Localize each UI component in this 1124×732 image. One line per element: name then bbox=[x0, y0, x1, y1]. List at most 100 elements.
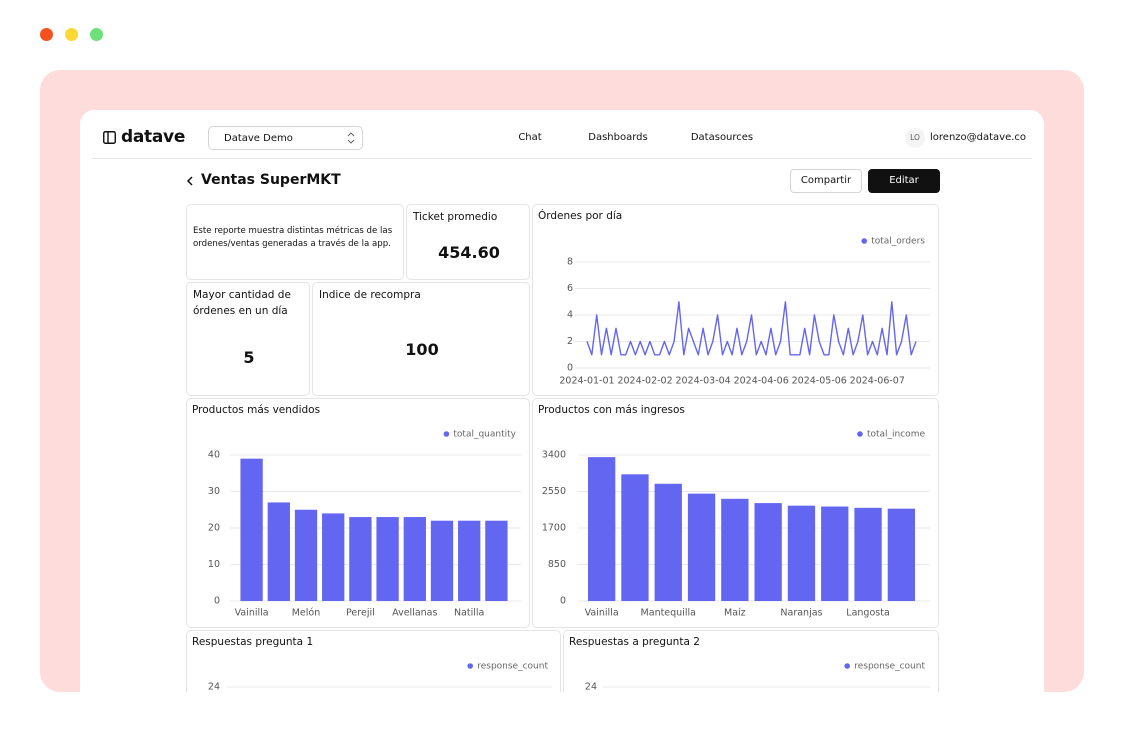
x-tick-label: 2024-03-04 bbox=[676, 376, 731, 387]
metric-label: Ticket promedio bbox=[413, 211, 498, 223]
bar bbox=[587, 457, 616, 601]
legend-swatch bbox=[857, 431, 863, 437]
metric-label: Indice de recompra bbox=[319, 289, 421, 301]
back-button[interactable] bbox=[186, 176, 194, 186]
bar bbox=[721, 498, 749, 601]
legend-swatch bbox=[467, 663, 474, 669]
y-tick-label: 10 bbox=[208, 559, 220, 570]
chart-title: Respuestas pregunta 1 bbox=[192, 636, 313, 648]
x-tick-label: Maíz bbox=[724, 608, 746, 619]
bar bbox=[887, 508, 916, 601]
x-tick-label: Avellanas bbox=[392, 608, 437, 619]
chart-title: Respuestas a pregunta 2 bbox=[569, 636, 700, 648]
metric-card: Indice de recompra 100 bbox=[312, 282, 530, 396]
legend-label: response_count bbox=[854, 662, 925, 672]
x-tick-label: Vainilla bbox=[235, 608, 269, 619]
bar bbox=[854, 507, 882, 601]
header-divider bbox=[92, 158, 1032, 159]
legend-label: total_income bbox=[867, 430, 926, 440]
x-tick-label: Langosta bbox=[846, 608, 889, 619]
y-tick-label: 850 bbox=[548, 559, 566, 570]
select-chevrons bbox=[347, 132, 355, 144]
chart-title: Productos con más ingresos bbox=[538, 404, 685, 416]
y-tick-label: 8 bbox=[567, 257, 573, 268]
y-tick-label: 24 bbox=[208, 682, 220, 693]
bar bbox=[787, 505, 816, 601]
x-tick-label: 2024-01-01 bbox=[559, 376, 614, 387]
y-tick-label: 2 bbox=[567, 336, 573, 347]
sidebar-icon[interactable] bbox=[103, 131, 116, 144]
chart-card bbox=[532, 204, 939, 396]
nav-link[interactable]: Chat bbox=[518, 132, 542, 143]
legend-swatch bbox=[443, 431, 450, 437]
brand: datave bbox=[121, 127, 186, 147]
x-tick-label: 2024-02-02 bbox=[617, 376, 672, 387]
bar bbox=[754, 503, 782, 601]
legend-swatch bbox=[861, 238, 868, 244]
avatar[interactable]: LO bbox=[905, 128, 925, 148]
metric-card: Ticket promedio 454.60 bbox=[406, 204, 530, 280]
bar bbox=[322, 513, 345, 601]
chart-title: Órdenes por día bbox=[538, 209, 622, 222]
bar bbox=[654, 483, 682, 601]
x-tick-label: Vainilla bbox=[585, 608, 619, 619]
legend-swatch bbox=[844, 663, 851, 669]
description: Este reporte muestra distintas métricas … bbox=[193, 226, 393, 249]
x-tick-label: Melón bbox=[292, 608, 321, 619]
nav-link[interactable]: Dashboards bbox=[588, 132, 648, 143]
x-tick-label: Perejil bbox=[346, 608, 375, 619]
y-tick-label: 0 bbox=[560, 596, 566, 607]
bar bbox=[240, 458, 263, 601]
bar bbox=[458, 520, 481, 601]
y-tick-label: 6 bbox=[567, 283, 573, 294]
share-button[interactable]: Compartir bbox=[790, 169, 862, 193]
metric-value: 5 bbox=[243, 348, 255, 367]
metric-value: 100 bbox=[405, 340, 439, 359]
chart-title: Productos más vendidos bbox=[192, 404, 320, 416]
y-tick-label: 3400 bbox=[542, 450, 566, 461]
metric-value: 454.60 bbox=[438, 243, 500, 262]
y-tick-label: 0 bbox=[214, 596, 220, 607]
nav-link[interactable]: Datasources bbox=[690, 132, 754, 143]
report-title: Ventas SuperMKT bbox=[201, 172, 341, 188]
y-tick-label: 30 bbox=[208, 486, 220, 497]
x-tick-label: 2024-06-07 bbox=[850, 376, 905, 387]
x-tick-label: Naranjas bbox=[780, 608, 822, 619]
x-tick-label: 2024-04-06 bbox=[734, 376, 789, 387]
x-tick-label: 2024-05-06 bbox=[792, 376, 847, 387]
edit-button[interactable]: Editar bbox=[868, 169, 940, 193]
bar bbox=[430, 520, 454, 601]
bar bbox=[687, 493, 716, 601]
line bbox=[586, 301, 917, 356]
bottom-margin bbox=[0, 692, 1124, 732]
bar bbox=[621, 474, 649, 601]
workspace-name: Datave Demo bbox=[224, 133, 293, 144]
y-tick-label: 2550 bbox=[542, 486, 566, 497]
x-tick-label: Mantequilla bbox=[641, 608, 696, 619]
close-dot[interactable] bbox=[40, 28, 53, 41]
user-email: lorenzo@datave.co bbox=[930, 132, 1027, 143]
bar bbox=[267, 502, 290, 601]
y-tick-label: 40 bbox=[208, 450, 220, 461]
y-tick-label: 1700 bbox=[542, 523, 566, 534]
charts-layer: Órdenes por díatotal_orders024682024-01-… bbox=[192, 209, 930, 693]
bar bbox=[821, 506, 849, 601]
y-tick-label: 20 bbox=[208, 523, 220, 534]
bar bbox=[403, 517, 426, 601]
minimize-dot[interactable] bbox=[65, 28, 78, 41]
description-card: Este reporte muestra distintas métricas … bbox=[186, 204, 404, 280]
bar bbox=[376, 517, 399, 601]
legend-label: total_orders bbox=[871, 237, 925, 247]
bar bbox=[349, 517, 372, 601]
metric-card: Mayor cantidad de órdenes en un día 5 bbox=[186, 282, 310, 396]
maximize-dot[interactable] bbox=[90, 28, 103, 41]
y-tick-label: 24 bbox=[585, 682, 597, 693]
legend-label: total_quantity bbox=[453, 430, 516, 440]
workspace-select[interactable]: Datave Demo bbox=[208, 126, 363, 150]
bar bbox=[294, 509, 318, 601]
y-tick-label: 0 bbox=[567, 363, 573, 374]
bar bbox=[485, 520, 508, 601]
y-tick-label: 4 bbox=[567, 310, 573, 321]
metric-label: Mayor cantidad de órdenes en un día bbox=[193, 289, 291, 317]
